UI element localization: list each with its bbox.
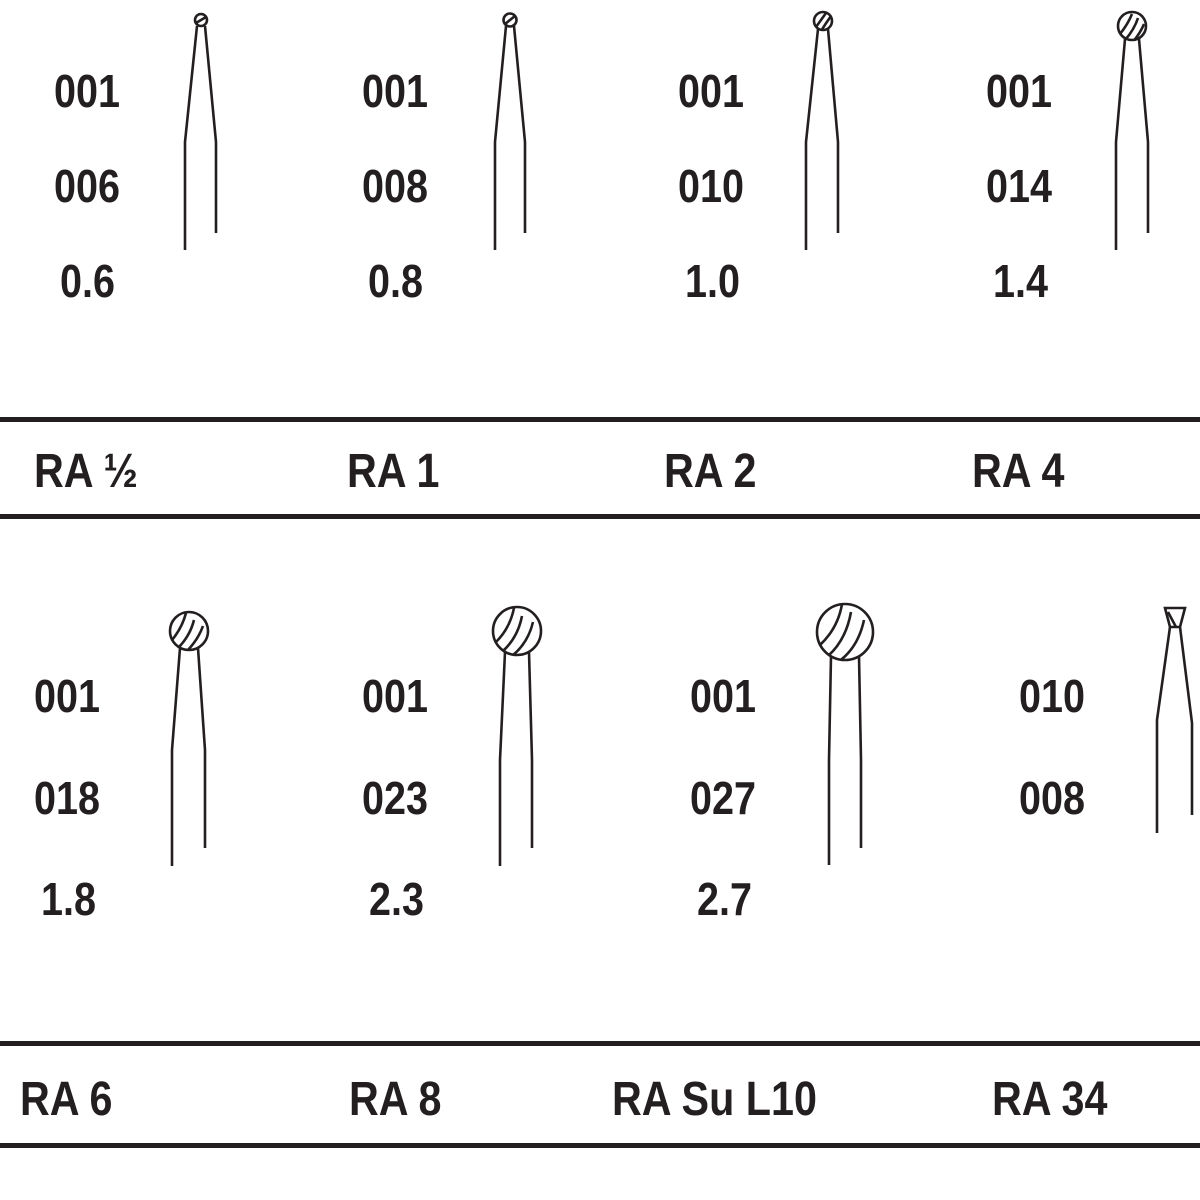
round-burr-icon [815, 602, 875, 865]
item-code-1: 001 [690, 670, 757, 722]
item-label: RA 6 [20, 1073, 113, 1126]
item-code-1: 001 [34, 670, 101, 722]
item-code-2: 006 [54, 160, 121, 212]
item-code-2: 008 [362, 160, 429, 212]
item-label: RA 34 [992, 1073, 1108, 1126]
item-label: RA 4 [972, 445, 1065, 498]
item-code-2: 014 [986, 160, 1053, 212]
item-label: RA ½ [34, 445, 138, 498]
divider-rule [0, 417, 1200, 422]
item-size: 1.0 [685, 255, 740, 307]
round-burr-icon [804, 10, 840, 250]
divider-rule [0, 1143, 1200, 1148]
item-code-2: 018 [34, 772, 101, 824]
item-label: RA 2 [664, 445, 757, 498]
item-code-2: 010 [678, 160, 745, 212]
item-size: 0.6 [60, 255, 115, 307]
item-code-1: 001 [678, 65, 745, 117]
round-burr-icon [183, 12, 218, 250]
item-code-1: 010 [1019, 670, 1086, 722]
item-code-1: 001 [362, 65, 429, 117]
item-label: RA 8 [349, 1073, 442, 1126]
round-burr-icon [168, 610, 210, 866]
item-code-2: 008 [1019, 772, 1086, 824]
item-size: 2.3 [369, 873, 424, 925]
item-label: RA Su L10 [612, 1073, 817, 1126]
item-code-2: 027 [690, 772, 757, 824]
item-code-1: 001 [986, 65, 1053, 117]
item-code-2: 023 [362, 772, 429, 824]
round-burr-icon [491, 605, 543, 866]
item-label: RA 1 [347, 445, 440, 498]
divider-rule [0, 514, 1200, 519]
divider-rule [0, 1041, 1200, 1046]
item-code-1: 001 [362, 670, 429, 722]
inverted-cone-burr-icon [1155, 606, 1194, 833]
round-burr-icon [1114, 10, 1150, 250]
round-burr-icon [493, 12, 527, 250]
item-code-1: 001 [54, 65, 121, 117]
item-size: 1.4 [993, 255, 1048, 307]
item-size: 0.8 [368, 255, 423, 307]
item-size: 1.8 [41, 873, 96, 925]
item-size: 2.7 [697, 873, 752, 925]
